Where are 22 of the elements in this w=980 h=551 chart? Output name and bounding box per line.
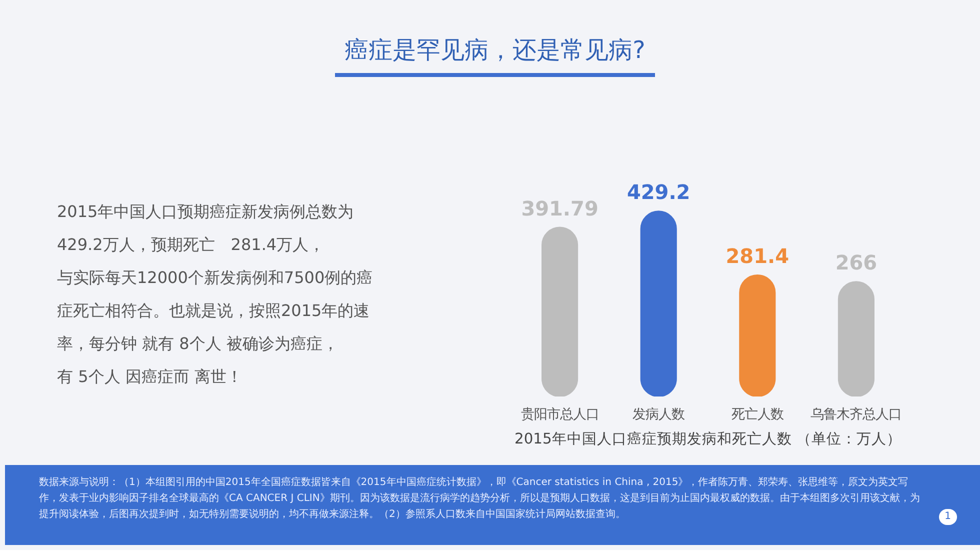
data-label: 266 [835, 250, 878, 275]
text: 症死亡相符合。也就是说，按照2015年的速 [57, 301, 370, 320]
text: 数据来源与说明：（1）本组图引用的中国2015年全国癌症数据皆来自《2015年中国癌症统计数据》，即《Cancer statistics in China , 2015》，作者陈万青、郑荣寿、张思维等，原文为英文写作，发表于业内影响因子排名全球最高的《CA CANCER J CLIN》期刊。因为该数据是流行病学的趋势分析，所以是预期人口数据，这是到目前为止国内最权威的数据。由于本组图多次引用该文献，为提升阅读体验，后图再次提到时，如无特别需要说明的，均不再做来源注释。（2）参照系人口数来自中国国家统计局网站数据查询。 [39, 477, 920, 520]
text: 2015年中国人口预期癌症新发病例总数为 [57, 202, 354, 221]
bar [739, 274, 776, 396]
data-label: 281.4 [726, 244, 790, 268]
data-label: 429.2 [626, 180, 690, 204]
x-tick-label: 发病人数 [632, 408, 685, 422]
x-tick-label: 死亡人数 [731, 406, 784, 422]
x-axis-title: 2015年中国人口癌症预期发病和死亡人数 （单位：万人） [514, 430, 902, 448]
text: 与实际每天12000个新发病例和7500例的癌 [57, 268, 373, 287]
bar [640, 210, 677, 396]
x-tick-label: 贵阳市总人口 [520, 408, 599, 422]
text: 率，每分钟 就有 8个人 被确诊为癌症， [57, 334, 338, 353]
bar [838, 281, 874, 396]
chart-title: 癌症是罕见病，还是常见病? [334, 33, 656, 78]
bar [542, 226, 578, 396]
x-tick-label: 乌鲁木齐总人口 [810, 408, 902, 422]
data-label: 391.79 [521, 196, 598, 220]
text: 1 [938, 509, 957, 525]
text: 有 5个人 因癌症而 离世！ [57, 367, 242, 386]
text: 429.2万人，预期死亡 281.4万人， [57, 235, 325, 254]
